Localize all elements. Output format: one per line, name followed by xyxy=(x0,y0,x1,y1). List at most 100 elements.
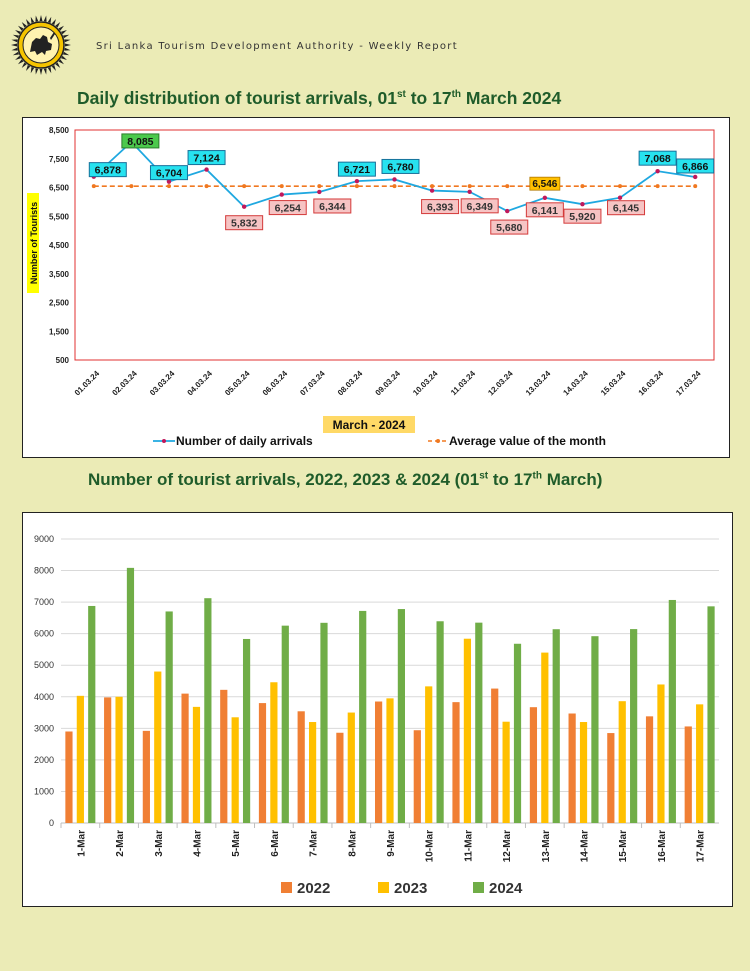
data-label: 6,866 xyxy=(682,161,708,173)
y-axis-label: Number of Tourists xyxy=(29,202,39,284)
data-label: 6,141 xyxy=(532,205,558,217)
x-tick-label: 2-Mar xyxy=(115,830,126,857)
y-tick-label: 8000 xyxy=(34,566,54,576)
average-point xyxy=(354,184,359,189)
data-label-box xyxy=(121,133,160,149)
daily-arrival-point xyxy=(392,177,397,182)
average-point xyxy=(655,184,660,189)
legend-swatch-2023 xyxy=(378,882,389,893)
x-tick-label: 16-Mar xyxy=(657,830,668,862)
bar-2022 xyxy=(297,711,305,823)
bar-2022 xyxy=(258,703,267,823)
x-tick-label: 6-Mar xyxy=(270,830,281,857)
bar-2024 xyxy=(204,598,212,823)
legend-label-average: Average value of the month xyxy=(449,434,606,448)
data-label: 7,068 xyxy=(644,153,670,165)
data-label-box xyxy=(268,200,307,216)
data-label-box xyxy=(337,161,376,177)
legend-swatch-2022 xyxy=(281,882,292,893)
x-tick-label: 04.03.24 xyxy=(186,369,215,398)
daily-arrival-point xyxy=(655,168,660,174)
bar-2022 xyxy=(529,707,538,823)
bar-2022 xyxy=(491,688,499,823)
data-label: 6,704 xyxy=(156,168,182,180)
bar-2022 xyxy=(336,732,344,823)
y-tick-label: 4000 xyxy=(34,692,54,702)
bar-2023 xyxy=(463,638,472,823)
y-axis-label-bg xyxy=(27,193,39,293)
x-tick-label: 03.03.24 xyxy=(148,369,177,398)
data-label: 6,145 xyxy=(613,203,639,215)
x-tick-label: 07.03.24 xyxy=(298,369,327,398)
bar-2024 xyxy=(320,622,328,823)
x-tick-label: 3-Mar xyxy=(154,830,165,857)
average-label: 6,546 xyxy=(532,179,557,190)
daily-arrival-point xyxy=(241,204,247,209)
bar-2022 xyxy=(452,702,460,823)
data-label-box xyxy=(225,215,264,231)
x-tick-label: 8-Mar xyxy=(347,830,358,857)
x-tick-label: 17-Mar xyxy=(696,830,707,862)
daily-arrival-point xyxy=(617,195,623,200)
average-label-box xyxy=(529,176,561,191)
y-tick-label: 6,500 xyxy=(49,184,70,193)
data-label: 7,124 xyxy=(193,153,219,165)
bar-2022 xyxy=(375,701,383,823)
bar-2023 xyxy=(696,704,704,823)
daily-arrival-point xyxy=(354,178,360,184)
data-label: 5,680 xyxy=(496,222,522,234)
x-tick-label: 4-Mar xyxy=(192,830,203,857)
y-tick-label: 2000 xyxy=(34,755,54,765)
x-tick-label: 9-Mar xyxy=(386,830,397,857)
x-tick-label: 08.03.24 xyxy=(336,369,365,398)
organization-name: Sri Lanka Tourism Development Authority … xyxy=(96,41,458,52)
y-tick-label: 2,500 xyxy=(49,299,70,308)
data-label-box xyxy=(381,158,420,174)
average-point xyxy=(430,184,435,189)
y-tick-label: 7000 xyxy=(34,597,54,607)
data-label-box xyxy=(676,158,715,174)
bar-2023 xyxy=(579,722,588,823)
average-point xyxy=(693,184,698,189)
bar-2024 xyxy=(552,629,560,823)
x-tick-label: 15-Mar xyxy=(618,830,629,862)
bar-2023 xyxy=(154,671,162,823)
bar-2024 xyxy=(359,610,367,823)
sri-lanka-lion-emblem xyxy=(11,15,71,75)
y-tick-label: 1,500 xyxy=(49,327,70,336)
bar-2022 xyxy=(65,731,73,823)
bar-2023 xyxy=(657,684,665,823)
bar-2024 xyxy=(165,611,173,823)
y-tick-label: 5000 xyxy=(34,660,54,670)
x-tick-label: 15.03.24 xyxy=(599,369,628,398)
average-point xyxy=(392,184,397,189)
legend-label-2024: 2024 xyxy=(489,880,523,897)
average-point xyxy=(279,184,284,189)
y-tick-label: 500 xyxy=(56,356,70,365)
x-tick-label: 02.03.24 xyxy=(110,369,139,398)
y-tick-label: 8,500 xyxy=(49,126,70,135)
legend-swatch-2024 xyxy=(473,882,484,893)
average-point xyxy=(467,184,472,189)
daily-arrival-point xyxy=(505,208,510,214)
daily-arrival-point xyxy=(279,192,284,197)
y-tick-label: 1000 xyxy=(34,786,54,796)
data-label: 6,393 xyxy=(427,202,453,214)
x-tick-label: 12.03.24 xyxy=(486,369,515,398)
data-label-box xyxy=(88,162,127,178)
bar-2023 xyxy=(386,698,394,823)
data-label-box xyxy=(460,198,499,214)
data-label-box xyxy=(187,150,226,166)
legend-label-2023: 2023 xyxy=(394,880,427,897)
chart2-title: Number of tourist arrivals, 2022, 2023 &… xyxy=(88,470,603,489)
daily-arrival-point xyxy=(166,179,172,184)
bar-2024 xyxy=(475,622,483,823)
bar-2023 xyxy=(308,722,317,823)
report-header: Sri Lanka Tourism Development Authority … xyxy=(0,0,750,80)
bar-2022 xyxy=(220,689,228,823)
x-tick-label: 13-Mar xyxy=(541,830,552,862)
x-tick-label: 17.03.24 xyxy=(674,369,703,398)
data-label-box xyxy=(525,202,564,218)
bar-2024 xyxy=(513,643,522,823)
bar-2022 xyxy=(413,730,421,823)
